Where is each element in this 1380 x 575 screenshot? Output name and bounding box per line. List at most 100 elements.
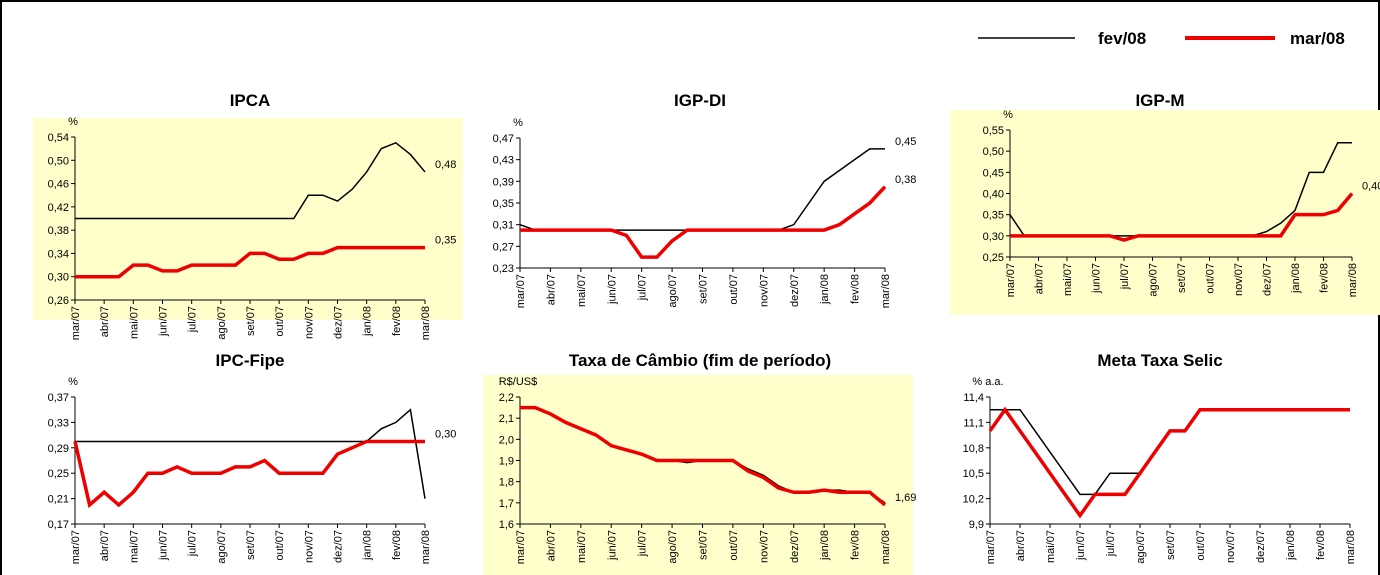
y-tick-label: 0,31 [493,220,514,232]
x-tick-label: mar/07 [515,530,527,564]
y-axis-label: % [1003,109,1013,121]
x-tick-label: mai/07 [128,306,140,339]
x-tick-label: mai/07 [1045,530,1057,563]
y-tick-label: 1,7 [499,498,514,510]
series-line [988,406,1350,519]
y-tick-label: 2,2 [499,392,514,404]
y-tick-label: 10,5 [963,468,984,480]
chart-title: IPC-Fipe [216,351,285,370]
x-tick-label: mar/07 [515,274,527,308]
y-axis-label: % [68,116,78,128]
x-tick-label: dez/07 [1255,530,1267,563]
x-tick-label: out/07 [274,530,286,561]
x-tick-label: mar/07 [70,530,82,564]
y-tick-label: 0,54 [48,132,69,144]
x-tick-label: jun/07 [158,306,170,337]
x-tick-label: nov/07 [303,306,315,339]
y-axis-label: % [513,117,523,129]
x-tick-label: ago/07 [667,274,679,308]
x-tick-label: abr/07 [545,530,557,561]
chart-title: IGP-DI [674,91,726,110]
y-tick-label: 1,9 [499,456,514,468]
data-label: 0,38 [895,174,916,186]
x-tick-label: mai/07 [1062,263,1074,296]
x-tick-label: nov/07 [758,530,770,563]
x-tick-label: mar/08 [420,530,432,564]
x-tick-label: mar/07 [1005,263,1017,297]
x-tick-label: dez/07 [333,306,345,339]
x-tick-label: fev/08 [391,530,403,560]
x-tick-label: set/07 [245,530,257,560]
data-label: 0,40 [1362,181,1380,193]
x-tick-label: fev/08 [850,274,862,304]
x-tick-label: mar/07 [70,306,82,340]
y-tick-label: 0,39 [493,176,514,188]
data-label: 1,69 [895,492,916,504]
series-line [75,245,425,279]
y-axis-label: % [68,376,78,388]
data-label: 0,45 [895,136,916,148]
x-tick-label: mar/08 [1347,263,1359,297]
y-tick-label: 0,30 [983,231,1004,243]
x-tick-label: jun/07 [1075,530,1087,561]
data-label: 0,35 [435,235,456,247]
x-tick-label: set/07 [1165,530,1177,560]
x-tick-label: jun/07 [158,530,170,561]
x-tick-label: out/07 [728,274,740,305]
y-tick-label: 9,9 [969,519,984,531]
x-tick-label: set/07 [1176,263,1188,293]
y-tick-label: 0,43 [493,155,514,167]
x-tick-label: fev/08 [1315,530,1327,560]
x-tick-label: jun/07 [606,274,618,305]
x-tick-label: abr/07 [99,306,111,337]
x-tick-label: set/07 [698,530,710,560]
y-tick-label: 0,46 [48,179,69,191]
x-tick-label: abr/07 [1015,530,1027,561]
x-tick-label: mar/07 [985,530,997,564]
y-tick-label: 0,47 [493,133,514,145]
series-line [520,405,887,507]
x-tick-label: abr/07 [545,274,557,305]
x-tick-label: abr/07 [1034,263,1046,294]
y-tick-label: 11,1 [963,417,984,429]
x-tick-label: mar/08 [880,530,892,564]
y-tick-label: 0,25 [983,252,1004,264]
x-tick-label: abr/07 [99,530,111,561]
series-line [520,185,887,259]
y-tick-label: 0,27 [493,241,514,253]
x-tick-label: out/07 [1205,263,1217,294]
x-tick-label: jul/07 [1119,263,1131,290]
x-tick-label: ago/07 [667,530,679,564]
x-tick-label: ago/07 [216,306,228,340]
y-tick-label: 0,45 [983,167,1004,179]
series-line [1010,192,1354,242]
x-tick-label: fev/08 [850,530,862,560]
y-tick-label: 0,37 [48,392,69,404]
chart-title: IGP-M [1135,91,1184,110]
x-tick-label: jan/08 [362,530,374,561]
x-tick-label: nov/07 [1233,263,1245,296]
x-tick-label: jul/07 [187,530,199,557]
x-tick-label: nov/07 [303,530,315,563]
x-tick-label: mar/08 [420,306,432,340]
x-tick-label: dez/07 [789,530,801,563]
x-tick-label: ago/07 [1148,263,1160,297]
x-tick-label: jan/08 [819,274,831,305]
x-tick-label: out/07 [728,530,740,561]
y-tick-label: 11,4 [963,392,984,404]
x-tick-label: jul/07 [1105,530,1117,557]
x-tick-label: mai/07 [576,530,588,563]
x-tick-label: out/07 [274,306,286,337]
data-label: 0,30 [435,428,456,440]
y-tick-label: 2,0 [499,434,514,446]
x-tick-label: nov/07 [758,274,770,307]
plot-background [483,375,913,575]
x-tick-label: fev/08 [1319,263,1331,293]
y-tick-label: 0,55 [983,125,1004,137]
x-tick-label: mar/08 [1345,530,1357,564]
x-tick-label: out/07 [1195,530,1207,561]
x-tick-label: dez/07 [333,530,345,563]
x-tick-label: fev/08 [391,306,403,336]
series-line [73,439,425,509]
x-tick-label: jul/07 [187,306,199,333]
